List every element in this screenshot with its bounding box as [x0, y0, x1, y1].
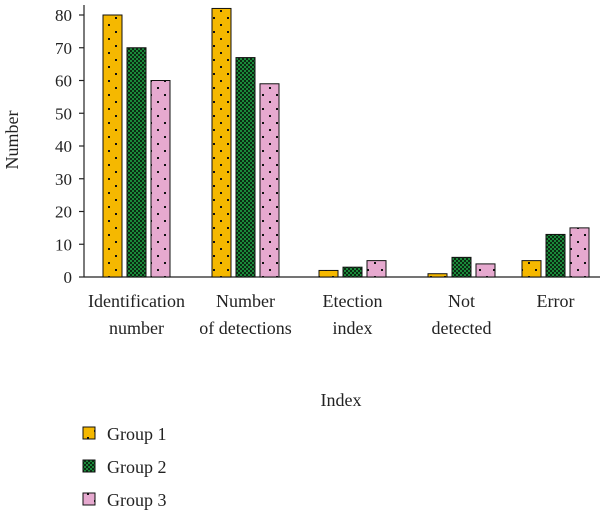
- bar-group-3-cat-2: [366, 260, 387, 278]
- legend-label-2: Group 2: [107, 457, 167, 477]
- y-tick-label: 70: [55, 39, 72, 58]
- bar-group-3-cat-0: [150, 80, 171, 278]
- bar-group-2-cat-2: [342, 266, 363, 278]
- plot-area: 0 10 20 30 40 50 60 70 80 Identification number Num…: [55, 5, 600, 338]
- bar-group-2-cat-4: [545, 233, 566, 278]
- x-category-label: Error: [537, 291, 575, 311]
- bar-group-2-cat-3: [451, 256, 472, 278]
- x-category-label: Etection: [323, 291, 383, 311]
- legend-swatch-2: [82, 459, 96, 473]
- y-tick-label: 10: [55, 235, 72, 254]
- bar-group-1-cat-3: [427, 273, 448, 278]
- bar-group-1-cat-0: [102, 14, 123, 278]
- x-category-label: number: [109, 318, 164, 338]
- legend-swatch-3: [82, 492, 96, 506]
- y-tick-label: 20: [55, 203, 72, 222]
- legend-label-1: Group 1: [107, 424, 167, 444]
- y-tick-label: 40: [55, 137, 72, 156]
- bar-group-1-cat-4: [521, 260, 542, 278]
- y-tick-label: 60: [55, 72, 72, 91]
- y-tick-label: 50: [55, 104, 72, 123]
- x-category-label: Number: [216, 291, 275, 311]
- bar-group-1-cat-2: [318, 269, 339, 278]
- y-axis-title: Number: [2, 111, 22, 170]
- x-axis-title: Index: [321, 390, 362, 410]
- bar-group-3-cat-3: [475, 263, 496, 278]
- x-category-label: of detections: [199, 318, 291, 338]
- x-category-label: Identification: [88, 291, 185, 311]
- bar-group-3-cat-4: [569, 227, 590, 278]
- x-category-label: Not: [448, 291, 475, 311]
- bar-group-1-cat-1: [211, 7, 232, 278]
- y-tick-label: 80: [55, 6, 72, 25]
- legend: Group 1 Group 2 Group 3: [82, 424, 167, 510]
- x-category-label: index: [333, 318, 373, 338]
- y-tick-label: 0: [64, 268, 73, 287]
- legend-label-3: Group 3: [107, 490, 167, 510]
- bar-group-2-cat-1: [235, 57, 256, 278]
- legend-swatch-1: [82, 426, 96, 440]
- y-tick-label: 30: [55, 170, 72, 189]
- x-category-label: detected: [432, 318, 492, 338]
- bar-group-2-cat-0: [126, 47, 147, 278]
- bar-group-3-cat-1: [259, 83, 280, 278]
